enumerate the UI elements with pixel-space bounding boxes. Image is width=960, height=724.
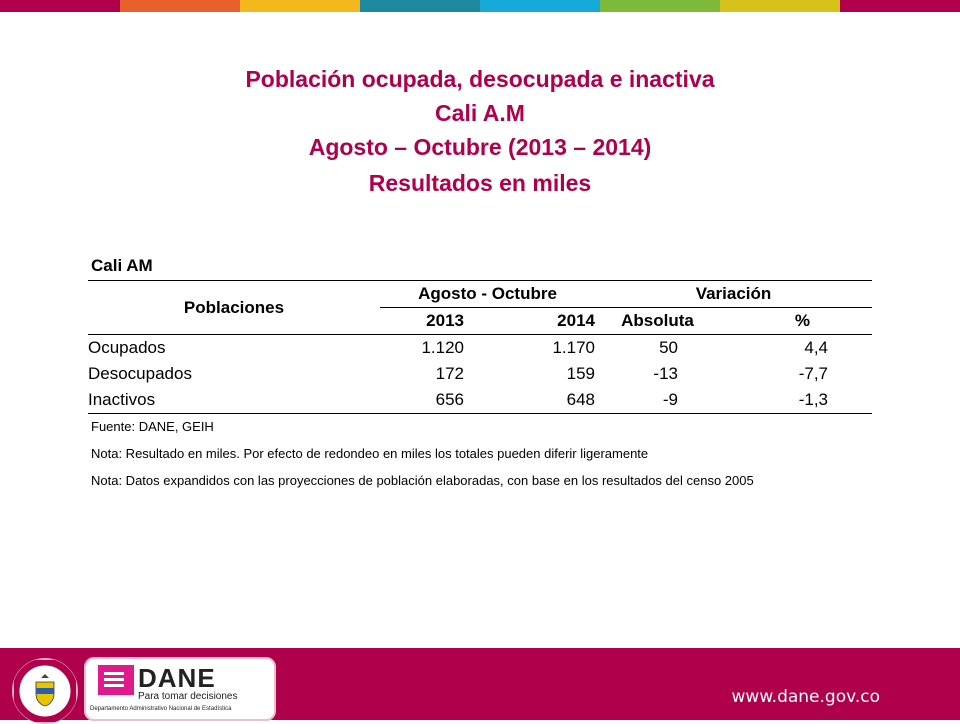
website-url[interactable]: www.dane.gov.co xyxy=(731,687,880,707)
dane-subtitle: Departamento Administrativo Nacional de … xyxy=(90,706,232,712)
cell-percent: -1,3 xyxy=(798,390,828,409)
stripe-segment xyxy=(480,0,600,12)
header-year-2013: 2013 xyxy=(380,307,470,335)
table-row: Inactivos 656 648 -9 -1,3 xyxy=(88,387,872,414)
header-poblaciones: Poblaciones xyxy=(88,280,380,335)
title-line-4: Resultados en miles xyxy=(368,170,592,196)
stripe-segment xyxy=(360,0,480,12)
cell-percent: 4,4 xyxy=(804,338,828,357)
row-label: Desocupados xyxy=(88,364,192,383)
row-label: Ocupados xyxy=(88,338,166,357)
cell-absolute: -13 xyxy=(653,364,678,383)
expansion-note: Nota: Datos expandidos con las proyeccio… xyxy=(91,473,754,488)
cell-percent: -7,7 xyxy=(798,364,828,383)
cell-absolute: 50 xyxy=(659,338,678,357)
table-row: Ocupados 1.120 1.170 50 4,4 xyxy=(88,335,872,362)
cell-2014: 159 xyxy=(566,364,595,383)
stripe-segment xyxy=(120,0,240,12)
source-note: Fuente: DANE, GEIH xyxy=(91,419,214,434)
dane-tagline: Para tomar decisiones xyxy=(138,691,238,702)
header-variation: Variación xyxy=(595,280,872,308)
dane-logo-icon xyxy=(98,665,134,695)
header-absolute: Absoluta xyxy=(595,307,720,335)
dane-wordmark: DANE xyxy=(138,663,216,693)
stripe-segment xyxy=(0,0,120,12)
title-line-1: Población ocupada, desocupada e inactiva xyxy=(245,66,715,92)
stripe-segment xyxy=(720,0,840,12)
dane-logo: DANE Para tomar decisiones Departamento … xyxy=(84,657,276,721)
title-line-2: Cali A.M xyxy=(435,100,525,126)
table-title: Cali AM xyxy=(91,256,153,275)
title-line-3: Agosto – Octubre (2013 – 2014) xyxy=(308,134,652,160)
cell-2013: 172 xyxy=(435,364,464,383)
top-color-stripe xyxy=(0,0,960,12)
footer-bar: DANE Para tomar decisiones Departamento … xyxy=(0,648,960,724)
rounding-note: Nota: Resultado en miles. Por efecto de … xyxy=(91,446,649,461)
cell-2013: 656 xyxy=(435,390,464,409)
table-notes: Fuente: DANE, GEIH Nota: Resultado en mi… xyxy=(91,420,754,501)
row-label: Inactivos xyxy=(88,390,156,409)
header-period: Agosto - Octubre xyxy=(380,280,595,308)
cell-2014: 1.170 xyxy=(552,338,595,357)
cell-absolute: -9 xyxy=(662,390,678,409)
stripe-segment xyxy=(600,0,720,12)
population-table: Poblaciones Agosto - Octubre Variación 2… xyxy=(88,280,872,414)
header-year-2014: 2014 xyxy=(470,307,595,335)
header-percent: % xyxy=(720,307,872,335)
stripe-segment xyxy=(240,0,360,12)
table-row: Desocupados 172 159 -13 -7,7 xyxy=(88,361,872,387)
stripe-segment xyxy=(840,0,960,12)
cell-2014: 648 xyxy=(566,390,595,409)
cell-2013: 1.120 xyxy=(421,338,464,357)
slide-title: Población ocupada, desocupada e inactiva… xyxy=(0,62,960,200)
coat-of-arms-icon xyxy=(12,658,78,724)
